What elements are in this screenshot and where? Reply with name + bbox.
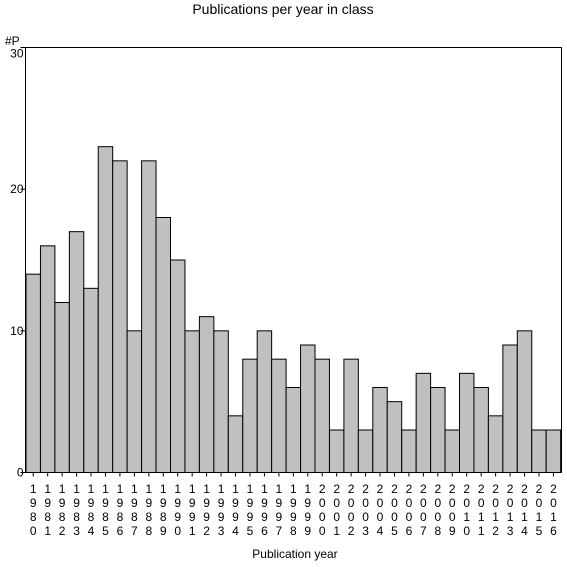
bar-1991 — [184, 330, 200, 473]
bar-1990 — [170, 259, 186, 473]
bar-1985 — [97, 146, 114, 473]
bar-1987 — [126, 330, 143, 473]
bar-2003 — [357, 429, 374, 473]
bar-1986 — [112, 160, 128, 474]
plot-frame — [25, 47, 562, 473]
bar-1999 — [300, 344, 316, 473]
bar-1994 — [227, 415, 244, 473]
bar-1980 — [25, 273, 41, 474]
bar-2006 — [401, 429, 417, 473]
y-tick-label: 30 — [10, 47, 24, 61]
bar-2001 — [328, 429, 345, 473]
y-tick-label: 20 — [10, 182, 24, 196]
bar-1981 — [39, 245, 56, 473]
bar-1995 — [242, 358, 258, 474]
bar-2015 — [531, 429, 547, 473]
bar-1992 — [198, 316, 215, 474]
bar-2000 — [314, 358, 330, 474]
bar-1988 — [141, 160, 157, 474]
bar-2002 — [343, 358, 359, 474]
bar-2008 — [430, 387, 446, 473]
bar-1993 — [213, 330, 229, 473]
bar-1996 — [256, 330, 273, 473]
bar-1982 — [54, 302, 70, 473]
bars-group — [25, 146, 562, 474]
bar-1989 — [155, 217, 172, 473]
bar-1983 — [68, 231, 85, 473]
bar-2011 — [473, 387, 489, 473]
bar-1998 — [285, 387, 302, 473]
bar-2005 — [386, 401, 403, 474]
y-axis-label: #P — [5, 34, 20, 48]
bar-2004 — [372, 387, 388, 473]
y-tick-label: 0 — [17, 466, 24, 480]
bar-2009 — [444, 429, 460, 473]
y-axis-ticks: 0 10 20 30 — [10, 47, 26, 480]
bar-2007 — [415, 372, 432, 473]
bar-2013 — [502, 344, 518, 473]
chart-title: Publications per year in class — [192, 1, 373, 17]
bar-2010 — [459, 372, 475, 473]
bar-1997 — [271, 358, 287, 474]
bar-2016 — [545, 429, 562, 473]
x-axis-label: Publication year — [252, 547, 337, 561]
bar-1984 — [83, 287, 99, 473]
bar-2014 — [516, 330, 533, 473]
bar-2012 — [487, 415, 504, 473]
x-axis-ticks: 1 9 8 0 1 9 8 1 1 9 8 2 1 9 8 3 1 9 8 4 1 9 8 5 1 9 8 6 1 9 8 7 1 9 8 8 1 9 8 9… — [30, 472, 557, 538]
y-tick-label: 10 — [10, 324, 24, 338]
